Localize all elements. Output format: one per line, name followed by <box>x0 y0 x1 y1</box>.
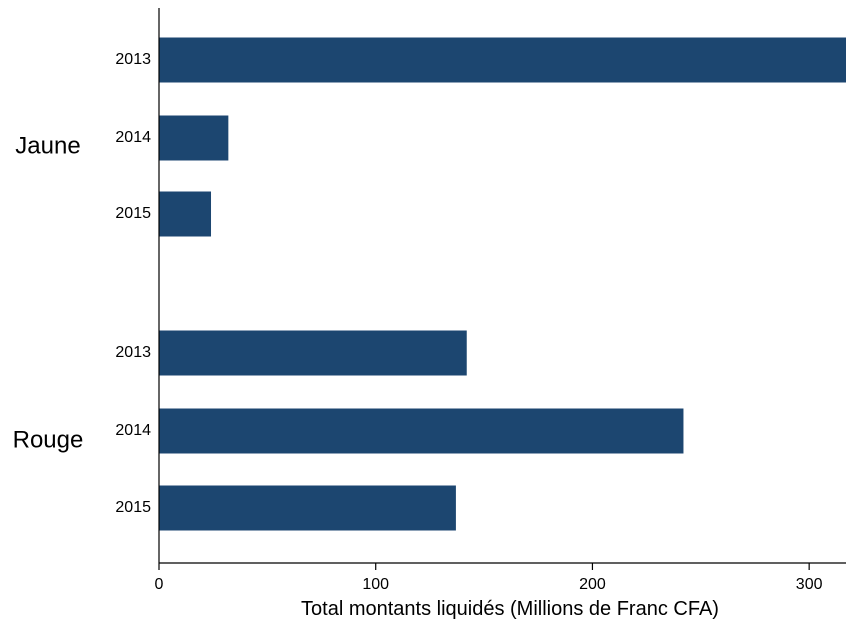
category-label-jaune-2014: 2014 <box>115 129 151 146</box>
bar-rouge-2015 <box>159 485 456 531</box>
category-label-rouge-2013: 2013 <box>115 344 151 361</box>
bar-jaune-2014 <box>159 115 229 161</box>
group-label-jaune: Jaune <box>15 132 80 159</box>
category-label-jaune-2015: 2015 <box>115 205 151 222</box>
group-label-rouge: Rouge <box>13 426 84 453</box>
bar-jaune-2015 <box>159 191 212 237</box>
category-label-jaune-2013: 2013 <box>115 51 151 68</box>
category-label-rouge-2014: 2014 <box>115 422 151 439</box>
x-axis-title: Total montants liquidés (Millions de Fra… <box>301 598 719 620</box>
x-tick-label-200: 200 <box>579 576 606 593</box>
bar-rouge-2013 <box>159 330 467 376</box>
category-labels: 2013 2014 2015 2013 2014 2015 <box>115 51 151 516</box>
x-tick-label-300: 300 <box>796 576 823 593</box>
bar-jaune-2013 <box>159 37 846 83</box>
group-labels: Jaune Rouge <box>13 132 84 453</box>
bar-rouge-2014 <box>159 408 684 454</box>
x-axis-ticks: 0 100 200 300 <box>155 563 823 593</box>
x-tick-label-100: 100 <box>362 576 389 593</box>
x-tick-label-0: 0 <box>155 576 164 593</box>
bars-layer <box>159 37 846 531</box>
category-label-rouge-2015: 2015 <box>115 499 151 516</box>
